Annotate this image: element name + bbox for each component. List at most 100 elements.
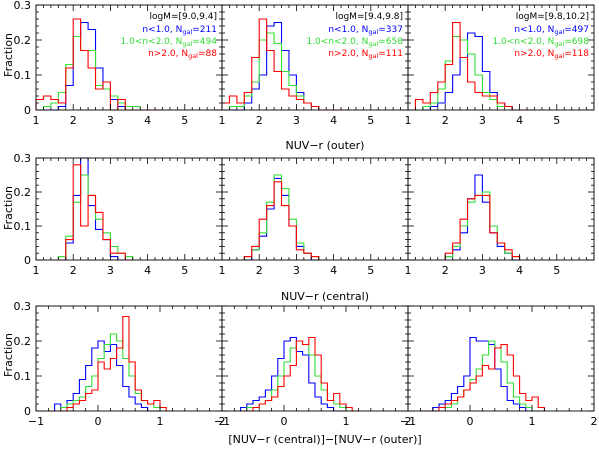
y-tick-label: 0.1 xyxy=(14,220,32,233)
x-tick-label: 1 xyxy=(219,114,226,127)
x-tick-label: 2 xyxy=(591,415,598,428)
panel-frame xyxy=(35,157,223,261)
ylabel-row2: Fraction xyxy=(2,186,15,230)
panel-frame xyxy=(221,157,409,261)
legend-entry-count: =658 xyxy=(378,37,403,47)
xlabel-row1: NUV−r (outer) xyxy=(286,139,365,152)
legend-entry-subscript: gal xyxy=(554,40,564,48)
legend-entry-subscript: gal xyxy=(182,28,192,36)
histogram-line-n<1.0 xyxy=(36,21,163,111)
histogram-line-n>2.0 xyxy=(234,336,359,412)
xlabel-row2: NUV−r (central) xyxy=(281,290,369,303)
legend-title: logM=[9.8,10.2] xyxy=(516,12,589,22)
legend-entry-count: =211 xyxy=(192,25,217,35)
legend-entry-subscript: gal xyxy=(554,52,564,60)
legend-entry-name: n<1.0, N xyxy=(514,25,554,35)
x-tick-label: 3 xyxy=(107,264,114,277)
panel-1-0: 1 2 3 4 5 0 0.1 0.2 0.3 xyxy=(14,152,223,277)
y-tick-label: 0.2 xyxy=(14,335,32,348)
x-tick-label: 3 xyxy=(479,114,486,127)
x-tick-label: 4 xyxy=(330,114,337,127)
x-tick-label: 0 xyxy=(467,415,474,428)
panel-2-1: −1 0 1 2 xyxy=(214,305,412,428)
y-tick-label: 0 xyxy=(24,254,31,267)
x-tick-label: 2 xyxy=(442,114,449,127)
panel-2-0: −1 0 1 200.10.20.3 xyxy=(14,300,226,428)
x-tick-label: 1 xyxy=(405,114,412,127)
ylabel-row3: Fraction xyxy=(2,333,15,377)
legend-entry-subscript: gal xyxy=(188,52,198,60)
x-tick-label: 1 xyxy=(405,264,412,277)
histogram-line-n<1.0 xyxy=(222,21,349,111)
legend-entry-subscript: gal xyxy=(368,40,378,48)
x-tick-label: 1 xyxy=(219,264,226,277)
legend-entry: n<1.0, Ngal=337 xyxy=(328,25,403,36)
x-tick-label: 3 xyxy=(107,114,114,127)
x-tick-label: 5 xyxy=(553,264,560,277)
legend-entry-name: n<1.0, N xyxy=(328,25,368,35)
histogram-line-n<1.0 xyxy=(444,174,520,261)
row-xlabels: NUV−r (outer) NUV−r (central) [NUV−r (ce… xyxy=(228,139,421,446)
x-tick-label: 4 xyxy=(516,264,523,277)
histogram-line-n>2.0 xyxy=(408,21,535,111)
panel-2-2: −1 0 1 2 xyxy=(400,305,598,428)
legend-entry-subscript: gal xyxy=(368,28,378,36)
legend-entry-name: n<1.0, N xyxy=(142,25,182,35)
y-tick-label: 0.2 xyxy=(14,34,32,47)
x-tick-label: 3 xyxy=(479,264,486,277)
histogram-line-1.0<n<2.0 xyxy=(444,191,521,260)
x-tick-label: 4 xyxy=(516,114,523,127)
legend-entry-name: n>2.0, N xyxy=(514,49,554,59)
xlabel-row3: [NUV−r (central)]−[NUV−r (outer)] xyxy=(228,433,421,446)
legend-entry-count: =497 xyxy=(564,25,589,35)
x-tick-label: 1 xyxy=(529,415,536,428)
legend-entry: n>2.0, Ngal=118 xyxy=(514,49,589,60)
legend-entry-count: =494 xyxy=(192,37,217,47)
x-tick-label: 2 xyxy=(70,114,77,127)
x-tick-label: 0 xyxy=(95,415,102,428)
x-tick-label: 5 xyxy=(553,114,560,127)
x-tick-label: 5 xyxy=(181,264,188,277)
panel-frame xyxy=(407,305,595,412)
x-tick-label: −1 xyxy=(214,415,230,428)
x-tick-label: 1 xyxy=(343,415,350,428)
histogram-line-1.0<n<2.0 xyxy=(420,340,545,412)
y-tick-label: 0.1 xyxy=(14,370,32,383)
x-tick-label: 5 xyxy=(181,114,188,127)
histogram-line-n<1.0 xyxy=(420,336,545,412)
x-tick-label: 4 xyxy=(144,114,151,127)
legend-entry-subscript: gal xyxy=(554,28,564,36)
legend-entry-name: n>2.0, N xyxy=(328,49,368,59)
histogram-line-n>2.0 xyxy=(48,315,173,412)
legend-title: logM=[9.4,9.8] xyxy=(335,12,403,22)
x-tick-label: 3 xyxy=(293,264,300,277)
y-axis-labels: Fraction Fraction Fraction xyxy=(2,33,15,377)
panel-1-2: 1 2 3 4 5 xyxy=(405,157,595,277)
legend-entry: 1.0<n<2.0, Ngal=698 xyxy=(492,37,589,48)
legend-entry-count: =88 xyxy=(198,49,217,59)
x-tick-label: 2 xyxy=(70,264,77,277)
legend-entry-count: =698 xyxy=(564,37,589,47)
legend-entry: n>2.0, Ngal=88 xyxy=(148,49,217,60)
panel-1-1: 1 2 3 4 5 xyxy=(219,157,409,277)
ylabel-row1: Fraction xyxy=(2,33,15,77)
x-tick-label: 1 xyxy=(33,114,40,127)
x-tick-label: 4 xyxy=(144,264,151,277)
legend-entry-name: 1.0<n<2.0, N xyxy=(120,37,182,47)
x-tick-label: 5 xyxy=(367,114,374,127)
y-tick-label: 0.3 xyxy=(14,152,32,165)
x-tick-label: 2 xyxy=(256,264,263,277)
x-tick-label: 2 xyxy=(219,415,226,428)
y-tick-label: 0.3 xyxy=(14,0,32,12)
legend-entry-name: 1.0<n<2.0, N xyxy=(306,37,368,47)
y-tick-label: 0.1 xyxy=(14,69,32,82)
x-tick-label: 3 xyxy=(293,114,300,127)
histogram-line-n<1.0 xyxy=(234,336,359,412)
legend-entry: 1.0<n<2.0, Ngal=494 xyxy=(120,37,217,48)
legend-entry: 1.0<n<2.0, Ngal=658 xyxy=(306,37,403,48)
